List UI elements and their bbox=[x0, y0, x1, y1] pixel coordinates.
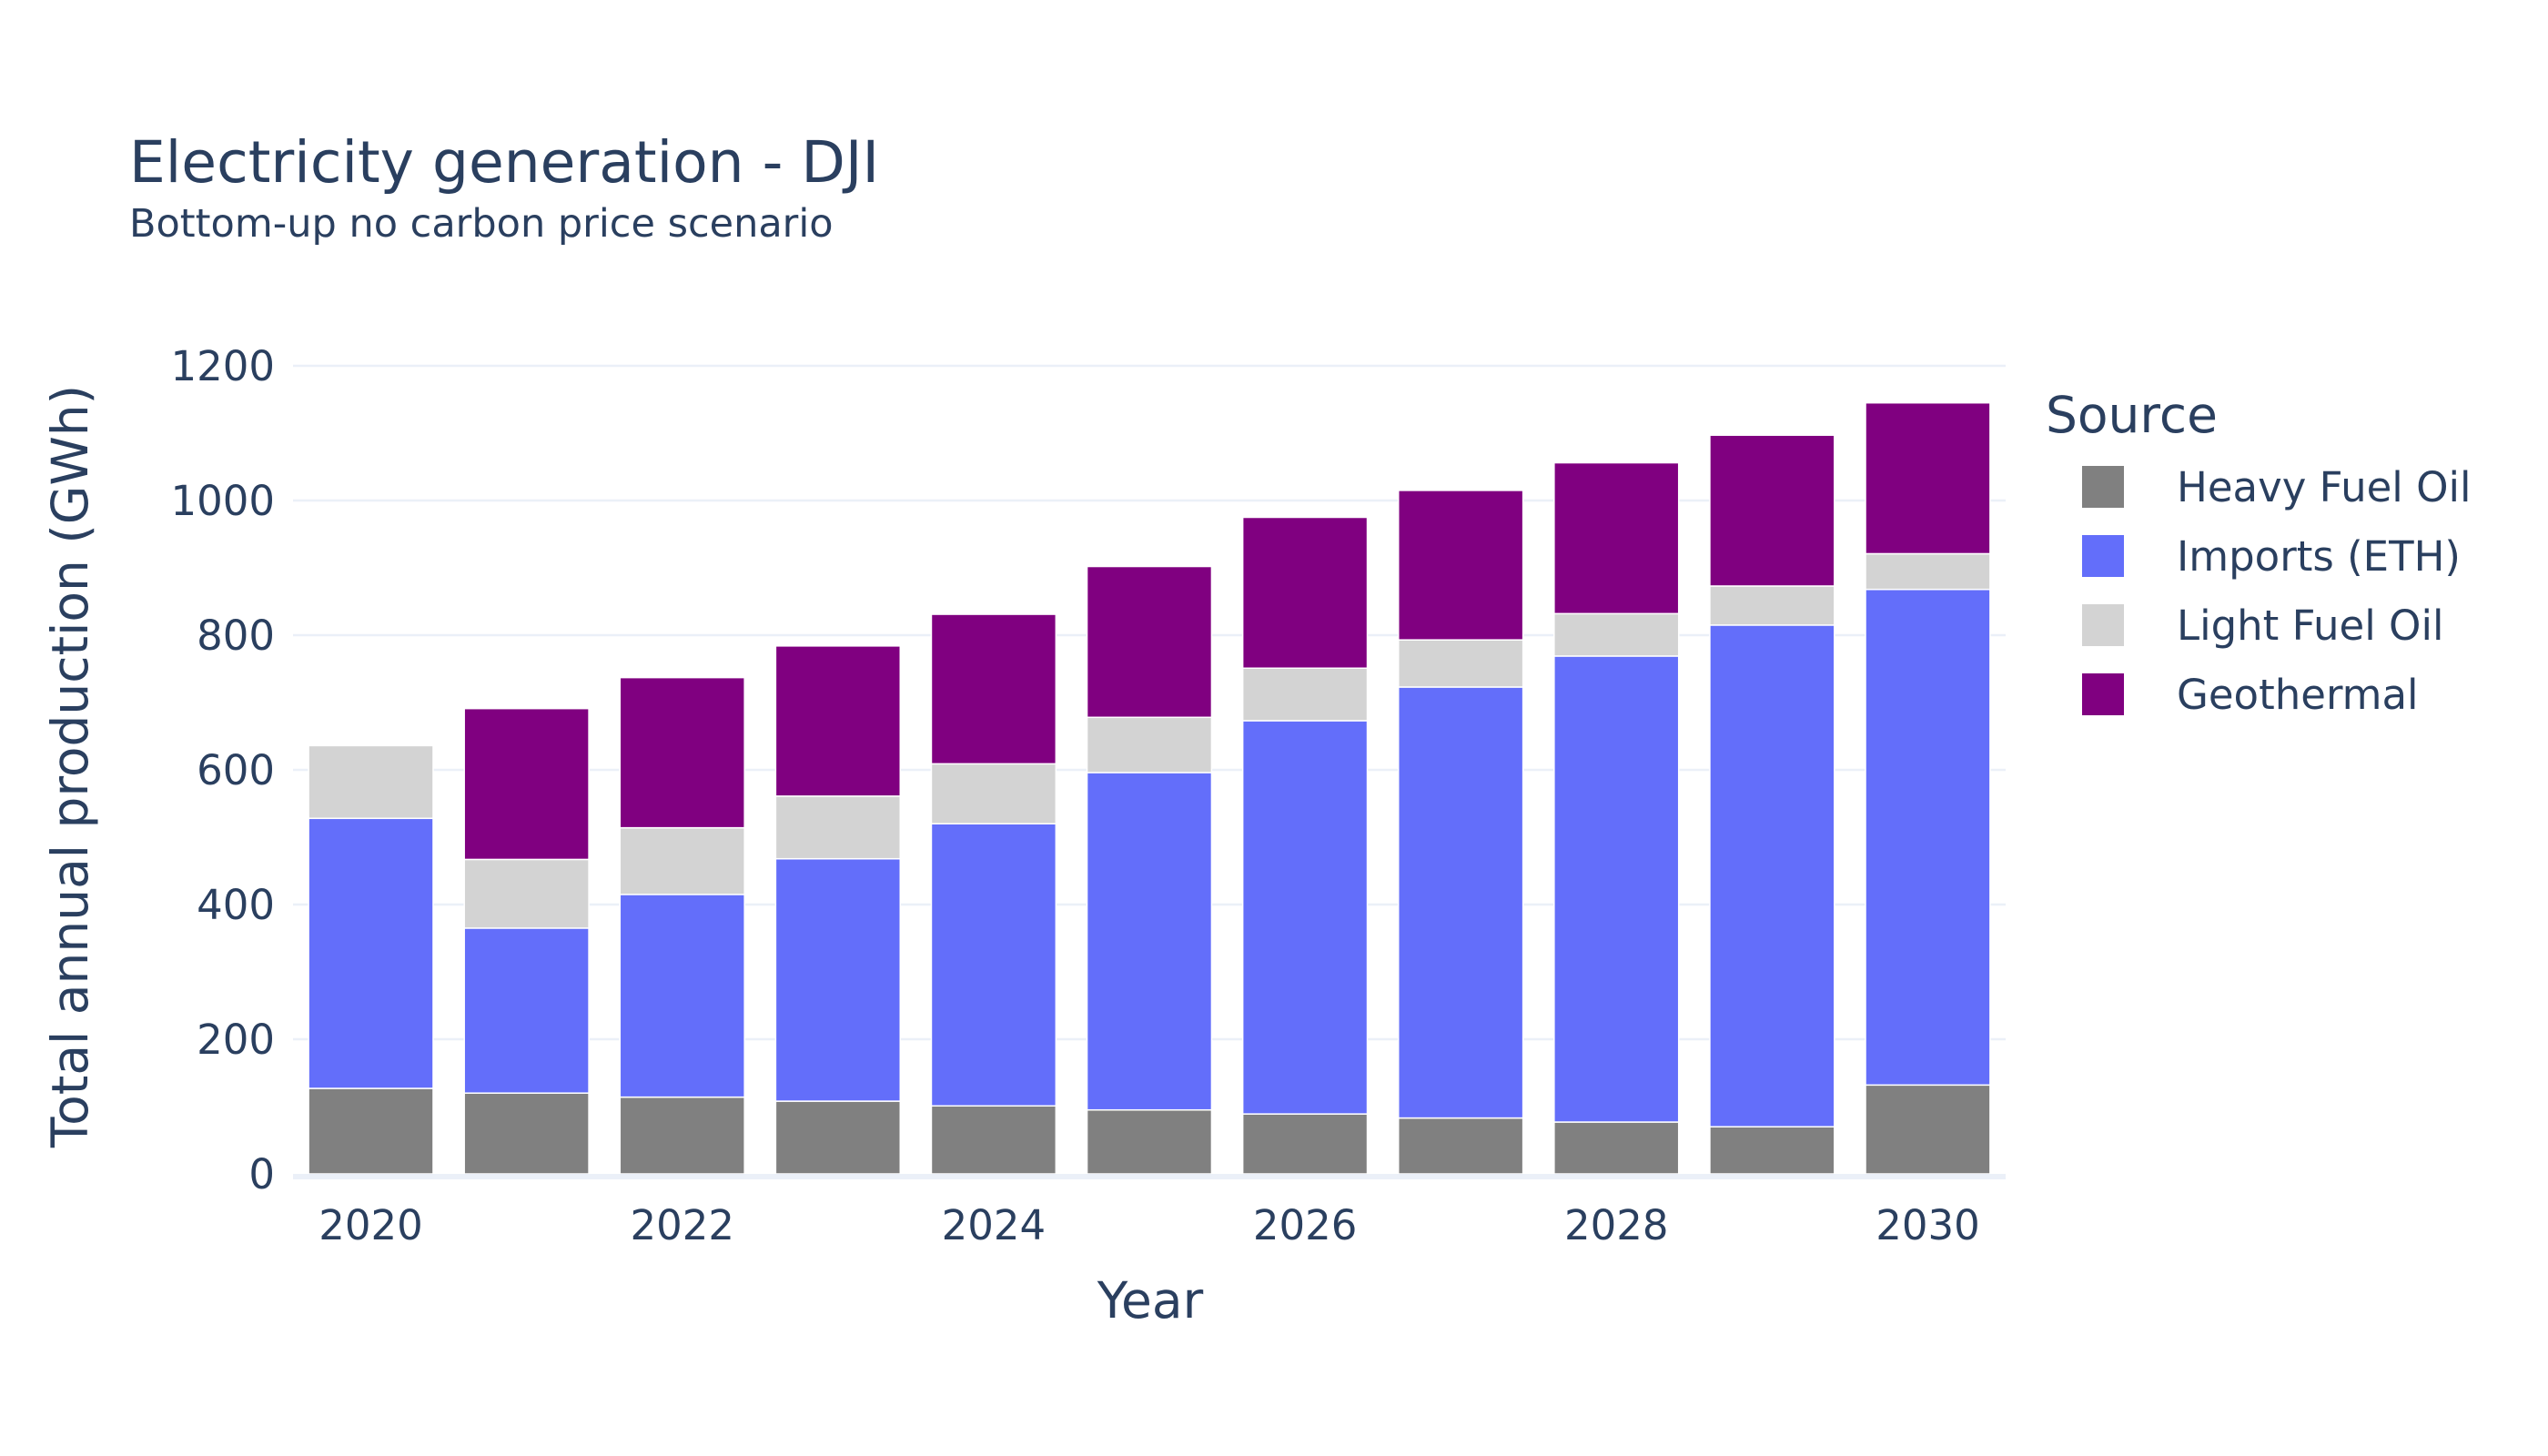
bar-segment bbox=[308, 1087, 434, 1175]
bar-segment bbox=[774, 1100, 902, 1175]
bar-segment bbox=[463, 1092, 590, 1175]
y-tick-label: 800 bbox=[197, 612, 275, 660]
y-axis-title: Total annual production (GWh) bbox=[41, 385, 99, 1148]
bar-segment bbox=[1865, 401, 1991, 555]
bar-segment bbox=[1086, 772, 1213, 1111]
legend-swatch bbox=[2082, 604, 2124, 646]
x-tick-label: 2020 bbox=[318, 1201, 423, 1249]
bar-segment bbox=[930, 1105, 1057, 1175]
chart-title: Electricity generation - DJI bbox=[129, 129, 879, 196]
x-axis-title: Year bbox=[1097, 1271, 1204, 1330]
bars bbox=[308, 401, 1991, 1175]
bar-segment bbox=[774, 857, 902, 1102]
bar-segment bbox=[1553, 1121, 1680, 1175]
bar-segment bbox=[463, 927, 590, 1094]
bar-segment bbox=[1709, 434, 1835, 587]
x-tick-label: 2028 bbox=[1564, 1201, 1669, 1249]
y-axis: 0 200 400 600 800 1000 1200 bbox=[170, 342, 275, 1198]
bar-segment bbox=[1397, 639, 1524, 688]
bar-segment bbox=[1086, 716, 1213, 774]
x-tick-label: 2024 bbox=[942, 1201, 1046, 1249]
bar-segment bbox=[1241, 667, 1369, 722]
x-tick-label: 2030 bbox=[1876, 1201, 1980, 1249]
legend-title: Source bbox=[2046, 386, 2218, 444]
x-tick-label: 2022 bbox=[630, 1201, 734, 1249]
bar-segment bbox=[619, 826, 745, 895]
bar-segment bbox=[1709, 1126, 1835, 1175]
y-tick-label: 0 bbox=[248, 1150, 275, 1198]
bar-segment bbox=[619, 894, 745, 1098]
legend-swatch bbox=[2082, 535, 2124, 577]
bar-segment bbox=[1553, 612, 1680, 657]
y-tick-label: 1200 bbox=[170, 342, 275, 390]
bar-segment bbox=[774, 645, 902, 797]
bar-segment bbox=[1241, 1113, 1369, 1175]
bar-segment bbox=[930, 763, 1057, 824]
bar-segment bbox=[1709, 585, 1835, 626]
bar-segment bbox=[619, 1096, 745, 1175]
bar-segment bbox=[1086, 565, 1213, 719]
y-tick-label: 200 bbox=[197, 1016, 275, 1064]
bar-segment bbox=[1397, 686, 1524, 1119]
y-tick-label: 600 bbox=[197, 746, 275, 794]
bar-segment bbox=[1865, 588, 1991, 1087]
x-tick-label: 2026 bbox=[1253, 1201, 1358, 1249]
bar-segment bbox=[1086, 1108, 1213, 1175]
bar-segment bbox=[930, 823, 1057, 1107]
bar-segment bbox=[1553, 655, 1680, 1123]
bar-segment bbox=[619, 676, 745, 829]
bar-segment bbox=[308, 817, 434, 1089]
y-tick-label: 1000 bbox=[170, 477, 275, 525]
bar-segment bbox=[463, 858, 590, 929]
legend: Source Heavy Fuel Oil Imports (ETH) Light … bbox=[2046, 386, 2472, 719]
legend-label: Light Fuel Oil bbox=[2177, 602, 2443, 650]
bar-segment bbox=[308, 744, 434, 820]
legend-label: Heavy Fuel Oil bbox=[2177, 463, 2472, 511]
x-axis: 2020 2022 2024 2026 2028 2030 bbox=[293, 1174, 2006, 1249]
bar-segment bbox=[774, 795, 902, 860]
bar-segment bbox=[1397, 1117, 1524, 1175]
bar-segment bbox=[1865, 1084, 1991, 1175]
legend-label: Imports (ETH) bbox=[2177, 532, 2461, 581]
y-tick-label: 400 bbox=[197, 881, 275, 929]
legend-swatch bbox=[2082, 466, 2124, 508]
bar-segment bbox=[1241, 720, 1369, 1115]
bar-segment bbox=[1709, 624, 1835, 1127]
bar-segment bbox=[1865, 552, 1991, 591]
legend-label: Geothermal bbox=[2177, 671, 2419, 719]
legend-swatch bbox=[2082, 673, 2124, 715]
bar-segment bbox=[1553, 461, 1680, 615]
bar-segment bbox=[930, 613, 1057, 765]
bar-segment bbox=[463, 707, 590, 861]
bar-segment bbox=[1397, 490, 1524, 641]
chart-subtitle: Bottom-up no carbon price scenario bbox=[129, 201, 834, 247]
bar-segment bbox=[1241, 516, 1369, 670]
